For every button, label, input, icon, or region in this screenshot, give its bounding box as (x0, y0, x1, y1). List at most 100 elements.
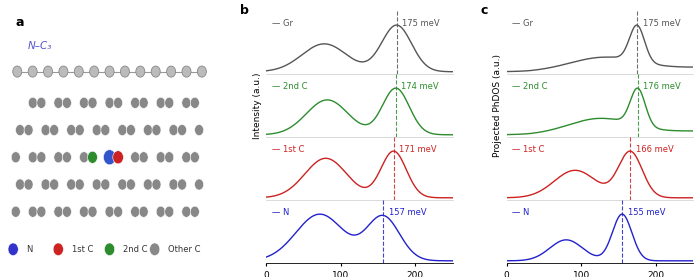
Text: 175 meV: 175 meV (643, 19, 680, 28)
Circle shape (182, 206, 191, 217)
Circle shape (66, 124, 76, 136)
Circle shape (152, 124, 161, 136)
Circle shape (24, 179, 33, 190)
Circle shape (53, 243, 64, 256)
Circle shape (28, 97, 37, 108)
Circle shape (169, 124, 178, 136)
Circle shape (178, 124, 187, 136)
Circle shape (43, 66, 52, 77)
Circle shape (144, 179, 153, 190)
Text: — N: — N (272, 208, 289, 217)
Circle shape (113, 206, 122, 217)
Circle shape (11, 206, 20, 217)
Circle shape (66, 179, 76, 190)
Circle shape (131, 97, 140, 108)
Circle shape (92, 179, 102, 190)
Text: — 1st C: — 1st C (272, 145, 304, 154)
Circle shape (127, 124, 135, 136)
Circle shape (37, 152, 46, 163)
Circle shape (197, 66, 206, 77)
Circle shape (190, 97, 199, 108)
Circle shape (80, 97, 88, 108)
Circle shape (118, 179, 127, 190)
Circle shape (88, 206, 97, 217)
Circle shape (37, 206, 46, 217)
Circle shape (127, 179, 135, 190)
Circle shape (54, 206, 63, 217)
Circle shape (169, 179, 178, 190)
Circle shape (28, 152, 37, 163)
Circle shape (80, 152, 88, 163)
Circle shape (190, 152, 199, 163)
Circle shape (118, 124, 127, 136)
Circle shape (113, 151, 123, 164)
Text: c: c (480, 4, 488, 17)
Circle shape (113, 97, 122, 108)
Circle shape (178, 179, 187, 190)
Circle shape (131, 152, 140, 163)
Circle shape (8, 243, 18, 256)
Circle shape (101, 124, 110, 136)
Text: b: b (240, 4, 249, 17)
Circle shape (164, 152, 174, 163)
Circle shape (139, 152, 148, 163)
Circle shape (139, 206, 148, 217)
Circle shape (41, 179, 50, 190)
Circle shape (50, 124, 59, 136)
Circle shape (105, 206, 114, 217)
Circle shape (182, 66, 191, 77)
Circle shape (139, 97, 148, 108)
Circle shape (195, 179, 204, 190)
Circle shape (164, 97, 174, 108)
Circle shape (54, 152, 63, 163)
Circle shape (144, 124, 153, 136)
Circle shape (88, 97, 97, 108)
Text: — Gr: — Gr (512, 19, 533, 28)
Circle shape (156, 206, 165, 217)
Text: — 2nd C: — 2nd C (272, 82, 307, 91)
Text: — N: — N (512, 208, 529, 217)
Circle shape (62, 152, 71, 163)
Text: Other C: Other C (168, 245, 200, 254)
Circle shape (90, 66, 99, 77)
Circle shape (13, 66, 22, 77)
Circle shape (62, 97, 71, 108)
Circle shape (182, 152, 191, 163)
Circle shape (136, 66, 145, 77)
Text: 166 meV: 166 meV (636, 145, 673, 154)
Circle shape (101, 179, 110, 190)
Circle shape (156, 152, 165, 163)
Text: 175 meV: 175 meV (402, 19, 440, 28)
Circle shape (28, 66, 37, 77)
Text: 171 meV: 171 meV (399, 145, 437, 154)
Circle shape (37, 97, 46, 108)
Text: a: a (15, 16, 24, 29)
Circle shape (156, 97, 165, 108)
Circle shape (24, 124, 33, 136)
Circle shape (15, 179, 24, 190)
Circle shape (182, 97, 191, 108)
Circle shape (59, 66, 68, 77)
Text: N–C₃: N–C₃ (27, 41, 52, 51)
Circle shape (50, 179, 59, 190)
Circle shape (28, 206, 37, 217)
Text: 176 meV: 176 meV (643, 82, 681, 91)
Circle shape (195, 124, 204, 136)
Text: 174 meV: 174 meV (402, 82, 439, 91)
Circle shape (80, 206, 88, 217)
Text: — 2nd C: — 2nd C (512, 82, 547, 91)
Circle shape (120, 66, 130, 77)
Circle shape (75, 124, 84, 136)
Text: 2nd C: 2nd C (123, 245, 148, 254)
Circle shape (152, 179, 161, 190)
Circle shape (92, 124, 102, 136)
Circle shape (104, 150, 116, 165)
Circle shape (74, 66, 83, 77)
Text: 155 meV: 155 meV (628, 208, 665, 217)
Circle shape (164, 206, 174, 217)
Circle shape (62, 206, 71, 217)
Text: N: N (27, 245, 33, 254)
Y-axis label: Intensity (a.u.): Intensity (a.u.) (253, 72, 262, 139)
Circle shape (54, 97, 63, 108)
Text: 1st C: 1st C (71, 245, 93, 254)
